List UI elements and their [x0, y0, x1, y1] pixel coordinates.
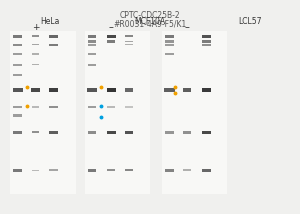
Bar — [125, 131, 134, 134]
Bar — [32, 64, 39, 65]
Bar — [165, 53, 174, 55]
Text: –: – — [185, 22, 190, 32]
Bar — [125, 41, 133, 42]
Bar — [107, 131, 116, 134]
Bar — [125, 44, 133, 45]
Bar — [13, 106, 22, 108]
Bar — [165, 44, 174, 46]
Bar — [49, 35, 58, 37]
Bar — [32, 35, 39, 37]
Text: MCF10A: MCF10A — [134, 17, 166, 26]
Bar — [32, 44, 39, 45]
Bar — [13, 169, 22, 172]
Bar — [13, 64, 22, 66]
Bar — [202, 131, 211, 134]
Bar — [88, 40, 97, 43]
Bar — [49, 131, 58, 134]
Bar — [13, 74, 22, 76]
Bar — [107, 40, 116, 43]
Text: HeLa: HeLa — [41, 17, 60, 26]
Bar — [13, 53, 22, 55]
Bar — [88, 131, 97, 134]
FancyBboxPatch shape — [10, 31, 76, 194]
Bar — [49, 106, 58, 108]
Bar — [125, 35, 134, 37]
Bar — [87, 88, 97, 92]
Bar — [202, 35, 211, 38]
Text: #R0031-4A9-F5/K1: #R0031-4A9-F5/K1 — [113, 19, 187, 28]
Text: +: + — [32, 23, 39, 32]
Bar — [202, 44, 211, 46]
Bar — [202, 40, 211, 43]
Bar — [183, 169, 191, 171]
Bar — [32, 106, 39, 108]
Bar — [13, 35, 22, 37]
Bar — [88, 106, 97, 108]
Bar — [13, 44, 22, 46]
Bar — [183, 131, 191, 134]
FancyBboxPatch shape — [162, 31, 227, 194]
Bar — [183, 88, 191, 92]
Bar — [13, 88, 23, 92]
Bar — [107, 169, 116, 171]
Bar — [49, 88, 58, 92]
Bar — [32, 54, 39, 55]
Bar — [165, 169, 174, 172]
Bar — [164, 88, 175, 92]
Bar — [13, 131, 22, 134]
Bar — [32, 88, 40, 92]
Text: CPTC-CDC25B-2: CPTC-CDC25B-2 — [120, 11, 180, 20]
Bar — [125, 106, 133, 108]
Text: –: – — [109, 22, 114, 32]
Bar — [32, 131, 39, 133]
Bar — [49, 44, 58, 46]
FancyBboxPatch shape — [85, 31, 150, 194]
Bar — [125, 88, 134, 92]
Bar — [88, 169, 97, 172]
Bar — [49, 169, 58, 171]
Bar — [107, 35, 116, 38]
Bar — [165, 35, 174, 37]
Bar — [165, 131, 174, 134]
Bar — [107, 106, 115, 108]
Text: LCL57: LCL57 — [238, 17, 261, 26]
Bar — [88, 35, 97, 37]
Bar — [88, 53, 97, 55]
Bar — [165, 40, 174, 43]
Bar — [202, 88, 211, 92]
Bar — [202, 169, 211, 172]
Bar — [32, 169, 39, 171]
Bar — [13, 114, 22, 116]
Bar — [125, 169, 133, 171]
Bar — [107, 88, 116, 92]
Bar — [88, 64, 97, 66]
Bar — [88, 44, 97, 46]
